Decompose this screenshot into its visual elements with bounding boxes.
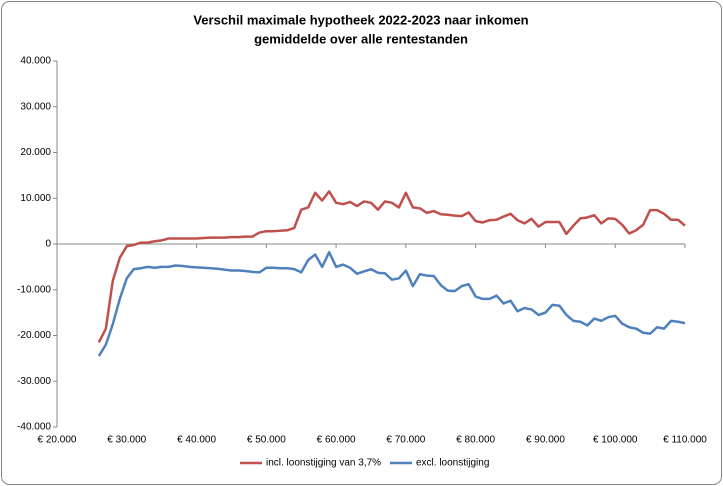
y-tick-label: -30.000 xyxy=(17,376,51,387)
x-tick-label: € 30.000 xyxy=(107,435,146,446)
y-tick-label: -10.000 xyxy=(17,284,51,295)
chart-title: Verschil maximale hypotheek 2022-2023 na… xyxy=(193,12,528,27)
x-tick-label: € 50.000 xyxy=(247,435,286,446)
series-line xyxy=(97,250,686,357)
y-tick-label: -20.000 xyxy=(17,330,51,341)
x-tick-label: € 90.000 xyxy=(526,435,565,446)
y-tick-label: 30.000 xyxy=(20,101,51,112)
legend-label: incl. loonstijging van 3,7% xyxy=(266,458,381,469)
series-line xyxy=(97,190,686,343)
x-tick-label: € 70.000 xyxy=(386,435,425,446)
legend-label: excl. loonstijging xyxy=(416,458,489,469)
x-tick-label: € 100.000 xyxy=(593,435,638,446)
y-tick-label: 40.000 xyxy=(20,56,51,67)
x-tick-label: € 60.000 xyxy=(317,435,356,446)
y-tick-label: 0 xyxy=(45,239,51,250)
x-tick-label: € 40.000 xyxy=(177,435,216,446)
y-tick-label: -40.000 xyxy=(17,422,51,433)
x-tick-label: € 110.000 xyxy=(663,435,707,446)
y-tick-label: 10.000 xyxy=(20,193,51,204)
y-tick-label: 20.000 xyxy=(20,147,51,158)
x-tick-label: € 20.000 xyxy=(38,435,77,446)
x-tick-label: € 80.000 xyxy=(456,435,495,446)
chart-subtitle: gemiddelde over alle rentestanden xyxy=(254,31,468,46)
